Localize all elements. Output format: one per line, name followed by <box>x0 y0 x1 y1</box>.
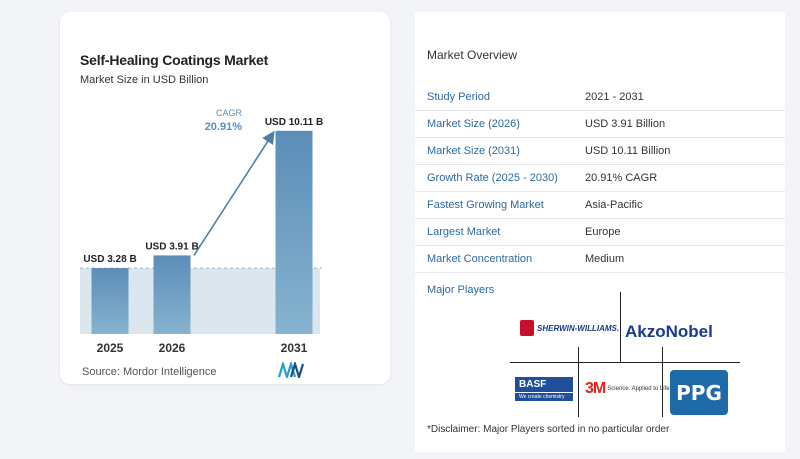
row-value: Europe <box>585 226 621 238</box>
divider <box>578 347 579 417</box>
cagr-label: CAGR <box>216 108 243 118</box>
cagr-arrow <box>193 130 275 256</box>
paint-can-icon <box>520 320 534 336</box>
row-label: Market Size (2031) <box>427 145 520 157</box>
divider <box>662 347 663 417</box>
cagr-value: 20.91% <box>205 121 243 133</box>
chart-subtitle: Market Size in USD Billion <box>80 74 209 86</box>
row-value: Medium <box>585 253 625 265</box>
overview-row: Fastest Growing Market Asia-Pacific <box>415 192 785 219</box>
data-label: USD 3.28 B <box>83 254 136 265</box>
overview-row: Market Concentration Medium <box>415 246 785 273</box>
market-overview-panel: Market Overview Study Period 2021 - 2031 … <box>415 12 785 452</box>
disclaimer: *Disclaimer: Major Players sorted in no … <box>427 424 670 435</box>
divider <box>620 292 621 362</box>
bar-2025 <box>91 268 129 334</box>
row-label: Largest Market <box>427 226 501 238</box>
3m-wordmark: 3M <box>585 380 606 397</box>
akzonobel-logo: AkzoNobel <box>625 322 713 341</box>
row-label: Fastest Growing Market <box>427 199 544 211</box>
data-label: USD 10.11 B <box>265 117 323 128</box>
bar-2031 <box>275 130 313 334</box>
overview-row: Study Period 2021 - 2031 <box>415 84 785 111</box>
basf-tagline: We create chemistry <box>515 392 573 401</box>
row-value: USD 3.91 Billion <box>585 118 666 130</box>
overview-row: Market Size (2031) USD 10.11 Billion <box>415 138 785 165</box>
overview-row: Largest Market Europe <box>415 219 785 246</box>
overview-row: Market Size (2026) USD 3.91 Billion <box>415 111 785 138</box>
ppg-logo: PPG <box>670 370 728 415</box>
major-players-title: Major Players <box>427 284 495 296</box>
data-label: USD 3.91 B <box>145 241 198 252</box>
row-value: Asia-Pacific <box>585 199 643 211</box>
sherwin-williams-logo: SHERWIN-WILLIAMS. <box>520 320 619 336</box>
source-note: Source: Mordor Intelligence <box>82 366 217 378</box>
3m-tagline: Science. Applied to Life.™ <box>607 385 678 392</box>
mordor-intelligence-logo-icon <box>278 362 305 378</box>
row-label: Study Period <box>427 91 490 103</box>
chart-card: Self-Healing Coatings Market Market Size… <box>60 12 390 384</box>
overview-row: Growth Rate (2025 - 2030) 20.91% CAGR <box>415 165 785 192</box>
x-tick-label: 2025 <box>97 341 124 355</box>
player-logos-grid: SHERWIN-WILLIAMS. AkzoNobel BASF We crea… <box>510 292 740 417</box>
divider <box>510 362 740 363</box>
x-tick-label: 2026 <box>159 341 186 355</box>
row-label: Market Size (2026) <box>427 118 520 130</box>
row-label: Growth Rate (2025 - 2030) <box>427 172 558 184</box>
sherwin-williams-wordmark: SHERWIN-WILLIAMS. <box>537 323 620 333</box>
basf-wordmark: BASF <box>515 377 573 392</box>
row-value: USD 10.11 Billion <box>585 145 671 157</box>
3m-logo: 3M Science. Applied to Life.™ <box>585 380 677 398</box>
row-label: Market Concentration <box>427 253 533 265</box>
overview-table: Study Period 2021 - 2031 Market Size (202… <box>415 84 785 273</box>
row-value: 2021 - 2031 <box>585 91 644 103</box>
x-tick-label: 2031 <box>281 341 308 355</box>
basf-logo: BASF We create chemistry <box>515 377 573 401</box>
chart-title: Self-Healing Coatings Market <box>80 52 269 68</box>
bar-2026 <box>153 255 191 334</box>
row-value: 20.91% CAGR <box>585 172 658 184</box>
bar-chart: USD 3.28 B 2025 USD 3.91 B 2026 USD 10.11 B 2… <box>80 108 323 355</box>
overview-title: Market Overview <box>427 48 518 62</box>
